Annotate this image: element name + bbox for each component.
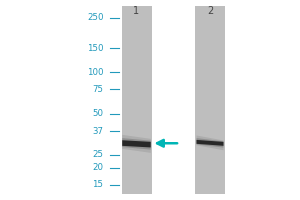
Text: 50: 50: [92, 109, 104, 118]
Polygon shape: [196, 138, 224, 148]
Polygon shape: [122, 138, 151, 150]
Text: 1: 1: [134, 6, 140, 16]
Polygon shape: [122, 140, 151, 147]
Polygon shape: [196, 135, 224, 150]
Text: 100: 100: [87, 68, 104, 77]
Text: 150: 150: [87, 44, 104, 53]
Text: 2: 2: [207, 6, 213, 16]
Polygon shape: [122, 135, 151, 153]
Text: 25: 25: [92, 150, 104, 159]
Text: 250: 250: [87, 13, 104, 22]
Text: 37: 37: [92, 127, 104, 136]
Text: 15: 15: [92, 180, 104, 189]
Text: 75: 75: [92, 85, 104, 94]
Text: 20: 20: [92, 163, 104, 172]
FancyBboxPatch shape: [195, 6, 225, 194]
Polygon shape: [196, 140, 224, 146]
FancyBboxPatch shape: [122, 6, 152, 194]
